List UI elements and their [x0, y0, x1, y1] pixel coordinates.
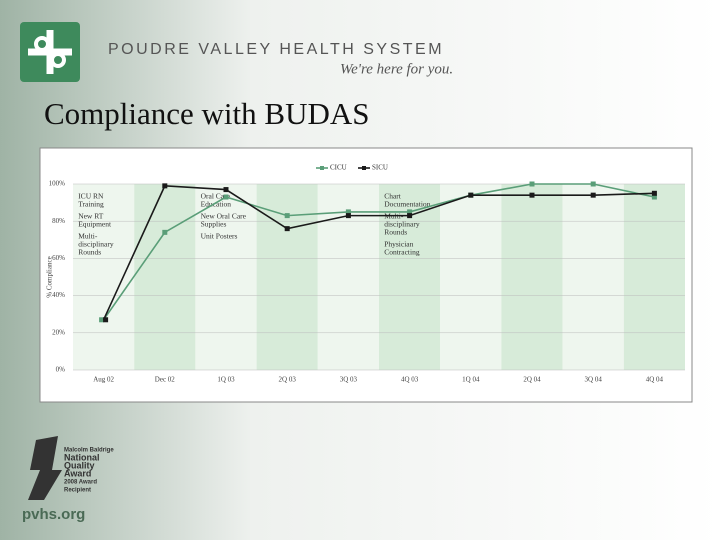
annotation: Training	[78, 200, 104, 209]
point-marker	[162, 183, 168, 189]
x-tick-label: 3Q 04	[585, 376, 603, 384]
award-text: Award	[64, 468, 91, 478]
annotation: disciplinary	[78, 240, 114, 249]
website: pvhs.org	[22, 506, 85, 523]
slide-title: Compliance with BUDAS	[44, 96, 370, 131]
point-marker	[590, 192, 596, 198]
annotation: Unit Posters	[201, 232, 238, 241]
point-marker	[284, 226, 290, 232]
point-marker	[223, 187, 229, 193]
point-marker	[99, 317, 105, 323]
point-marker	[345, 213, 351, 219]
x-tick-label: 1Q 03	[217, 376, 235, 384]
y-tick-label: 40%	[52, 291, 65, 299]
legend-label: CICU	[330, 164, 347, 172]
x-tick-label: 2Q 04	[523, 376, 541, 384]
tagline: We're here for you.	[340, 61, 453, 77]
annotation: Rounds	[78, 248, 101, 257]
x-tick-label: Dec 02	[155, 376, 176, 384]
point-marker	[468, 192, 474, 198]
y-axis-label: % Compliance	[46, 256, 54, 297]
x-tick-label: 4Q 04	[646, 376, 664, 384]
y-tick-label: 80%	[52, 217, 65, 225]
point-marker	[223, 194, 229, 200]
award-text: 2008 Award	[64, 480, 97, 486]
y-tick-label: 60%	[52, 254, 65, 262]
annotation: Equipment	[78, 220, 112, 229]
x-tick-label: 1Q 04	[462, 376, 480, 384]
point-marker	[103, 317, 109, 323]
annotation: Documentation	[384, 200, 430, 209]
annotation: Multi-	[78, 232, 98, 241]
award-text: Quality	[64, 460, 95, 470]
column-band	[623, 184, 685, 370]
column-band	[440, 184, 502, 370]
y-tick-label: 20%	[52, 328, 65, 336]
chart: 0% 20% 40% 60% 80% 100% % Compliance Aug 02 Dec …	[46, 164, 685, 384]
point-marker	[284, 213, 290, 219]
legend-marker	[362, 166, 366, 170]
point-marker	[651, 190, 657, 196]
x-tick-label: 2Q 03	[279, 376, 297, 384]
point-marker	[529, 192, 535, 198]
annotation: ICU RN	[78, 192, 104, 201]
annotation: Chart	[384, 192, 402, 201]
award-text: Recipient	[64, 488, 91, 494]
column-band	[501, 184, 563, 370]
logo	[20, 22, 80, 82]
point-marker	[529, 181, 535, 187]
point-marker	[407, 213, 413, 219]
x-tick-label: Aug 02	[93, 376, 114, 384]
annotation: Supplies	[201, 220, 227, 229]
point-marker	[651, 194, 657, 200]
point-marker	[407, 209, 413, 215]
y-tick-label: 0%	[56, 366, 66, 374]
point-marker	[345, 209, 351, 215]
annotation: Physician	[384, 240, 413, 249]
award-logo	[28, 436, 62, 500]
x-tick-label: 4Q 03	[401, 376, 419, 384]
column-band	[562, 184, 624, 370]
annotation: New Oral Care	[201, 212, 247, 221]
series-line	[102, 185, 655, 321]
annotation: disciplinary	[384, 220, 420, 229]
point-marker	[590, 181, 596, 187]
column-band	[256, 184, 318, 370]
y-tick-label: 100%	[49, 180, 66, 188]
annotation: Oral Care	[201, 192, 231, 201]
award-text: Malcolm Baldrige	[64, 448, 114, 454]
series-line	[102, 183, 655, 321]
annotation: New RT	[78, 212, 104, 221]
x-tick-label: 3Q 03	[340, 376, 358, 384]
column-band	[134, 184, 196, 370]
point-marker	[162, 229, 168, 235]
legend-label: SICU	[372, 164, 388, 172]
annotation: Education	[201, 200, 232, 209]
column-band	[195, 184, 257, 370]
annotation: Contracting	[384, 248, 420, 257]
award-text: National	[64, 452, 100, 462]
legend-marker	[320, 166, 324, 170]
annotation: Rounds	[384, 228, 407, 237]
organization: POUDRE VALLEY HEALTH SYSTEM	[108, 41, 444, 58]
